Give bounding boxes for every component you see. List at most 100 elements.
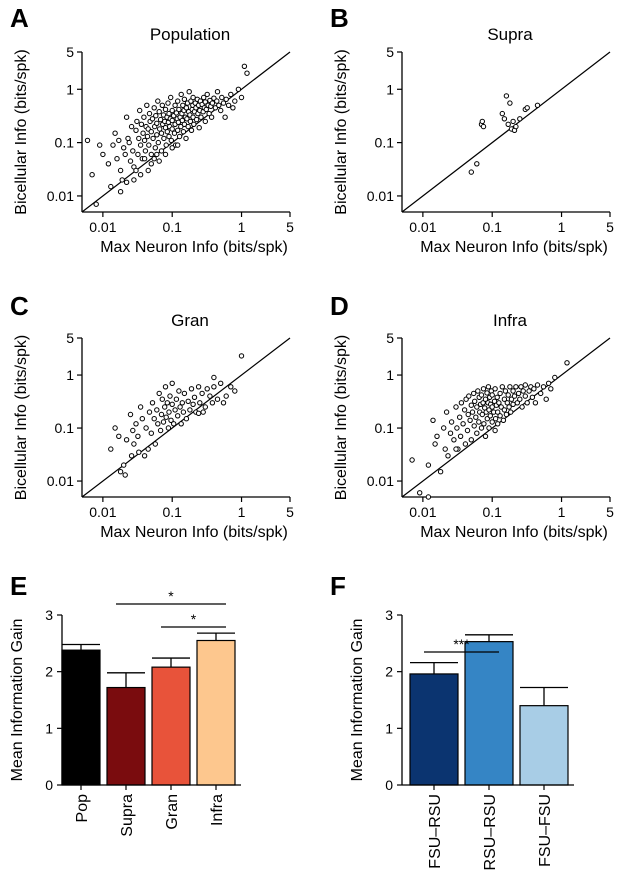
data-point <box>145 446 151 452</box>
data-point <box>148 161 155 167</box>
data-point <box>146 142 152 148</box>
data-point <box>190 114 196 120</box>
data-point <box>110 142 116 148</box>
y-tick-label: 0.01 <box>367 188 394 204</box>
data-point <box>158 148 165 154</box>
data-point <box>207 393 213 399</box>
data-point <box>135 151 141 158</box>
data-point <box>128 123 135 130</box>
data-point <box>114 156 120 162</box>
data-point <box>494 394 500 400</box>
data-point <box>443 409 450 415</box>
data-point <box>181 96 188 103</box>
data-point <box>534 102 541 109</box>
data-point <box>156 109 162 115</box>
data-point <box>492 427 498 434</box>
scatter-panel-supra: Supra 0.01 0.1 1 5 0.01 0.1 1 5 Max Neuron Info (… <box>333 25 614 256</box>
x-tick-label: 1 <box>238 504 246 520</box>
data-point <box>175 142 181 148</box>
data-point <box>437 469 444 475</box>
data-point <box>166 110 172 117</box>
x-axis-label: Max Neuron Info (bits/spk) <box>420 524 608 541</box>
data-point <box>198 114 204 120</box>
data-point <box>116 433 122 439</box>
bar <box>519 705 569 786</box>
x-axis-label: Max Neuron Info (bits/spk) <box>100 524 288 541</box>
data-point <box>552 374 558 381</box>
data-point <box>497 413 503 419</box>
data-point <box>461 407 468 413</box>
data-point <box>199 390 205 397</box>
x-axis-label: Max Neuron Info (bits/spk) <box>100 239 288 256</box>
data-point <box>225 102 232 109</box>
unity-line <box>401 51 611 213</box>
data-point <box>183 135 189 142</box>
data-point <box>84 137 91 144</box>
panel-letter-d: D <box>330 291 349 321</box>
y-axis-label: Mean Information Gain <box>9 619 26 782</box>
data-point <box>502 388 509 394</box>
data-point <box>166 133 172 140</box>
bar <box>106 686 146 786</box>
data-point <box>154 151 160 158</box>
data-point <box>529 394 536 400</box>
data-point <box>218 107 224 114</box>
data-point <box>195 384 202 390</box>
data-point <box>169 126 175 132</box>
data-point <box>200 409 206 415</box>
data-point <box>169 401 175 407</box>
data-point <box>100 151 106 158</box>
data-point <box>154 120 160 127</box>
data-point <box>180 129 187 135</box>
data-point <box>451 437 457 443</box>
x-tick-label: 0.01 <box>89 219 116 235</box>
x-tick-label: Infra <box>209 794 226 826</box>
y-tick-label: 0.01 <box>367 473 394 489</box>
data-point <box>135 433 141 439</box>
x-tick-label: 0.01 <box>409 504 436 520</box>
data-point <box>155 139 162 146</box>
data-point <box>545 380 552 386</box>
data-point <box>513 123 519 130</box>
data-point <box>489 392 495 398</box>
data-point <box>152 145 159 151</box>
data-point <box>503 93 510 99</box>
data-point <box>184 116 190 122</box>
data-point <box>154 132 160 138</box>
data-point <box>190 401 196 407</box>
data-point <box>214 98 220 104</box>
data-point <box>514 400 520 406</box>
data-point <box>204 386 210 392</box>
data-point <box>117 469 124 475</box>
data-point <box>178 421 184 427</box>
data-point <box>482 396 489 402</box>
bar-panel-layers: 0 1 2 3 Mean Information Gain Pop Supra Gran Inf… <box>9 588 241 837</box>
data-point <box>453 404 459 410</box>
panel-title: Supra <box>487 25 533 44</box>
data-point <box>164 129 171 135</box>
data-point <box>522 382 528 388</box>
data-point <box>159 102 166 109</box>
data-point <box>161 135 167 142</box>
data-point <box>538 390 544 397</box>
data-point <box>241 63 248 70</box>
data-point <box>484 390 490 396</box>
x-tick-label: 0.1 <box>162 219 182 235</box>
data-point <box>479 411 485 418</box>
data-point <box>460 421 466 427</box>
data-point <box>169 380 175 386</box>
y-tick-label: 1 <box>385 720 393 736</box>
data-point <box>228 384 234 390</box>
x-tick-label: Gran <box>164 794 181 830</box>
data-point <box>144 133 151 140</box>
data-point <box>468 402 474 408</box>
data-point <box>448 419 455 425</box>
data-point <box>193 116 200 123</box>
significance-label: * <box>168 588 174 604</box>
x-tick-label: 5 <box>606 504 614 520</box>
data-point <box>500 417 507 423</box>
data-point <box>543 396 549 402</box>
data-point <box>154 407 160 413</box>
data-point <box>486 407 492 413</box>
data-point <box>168 417 174 423</box>
